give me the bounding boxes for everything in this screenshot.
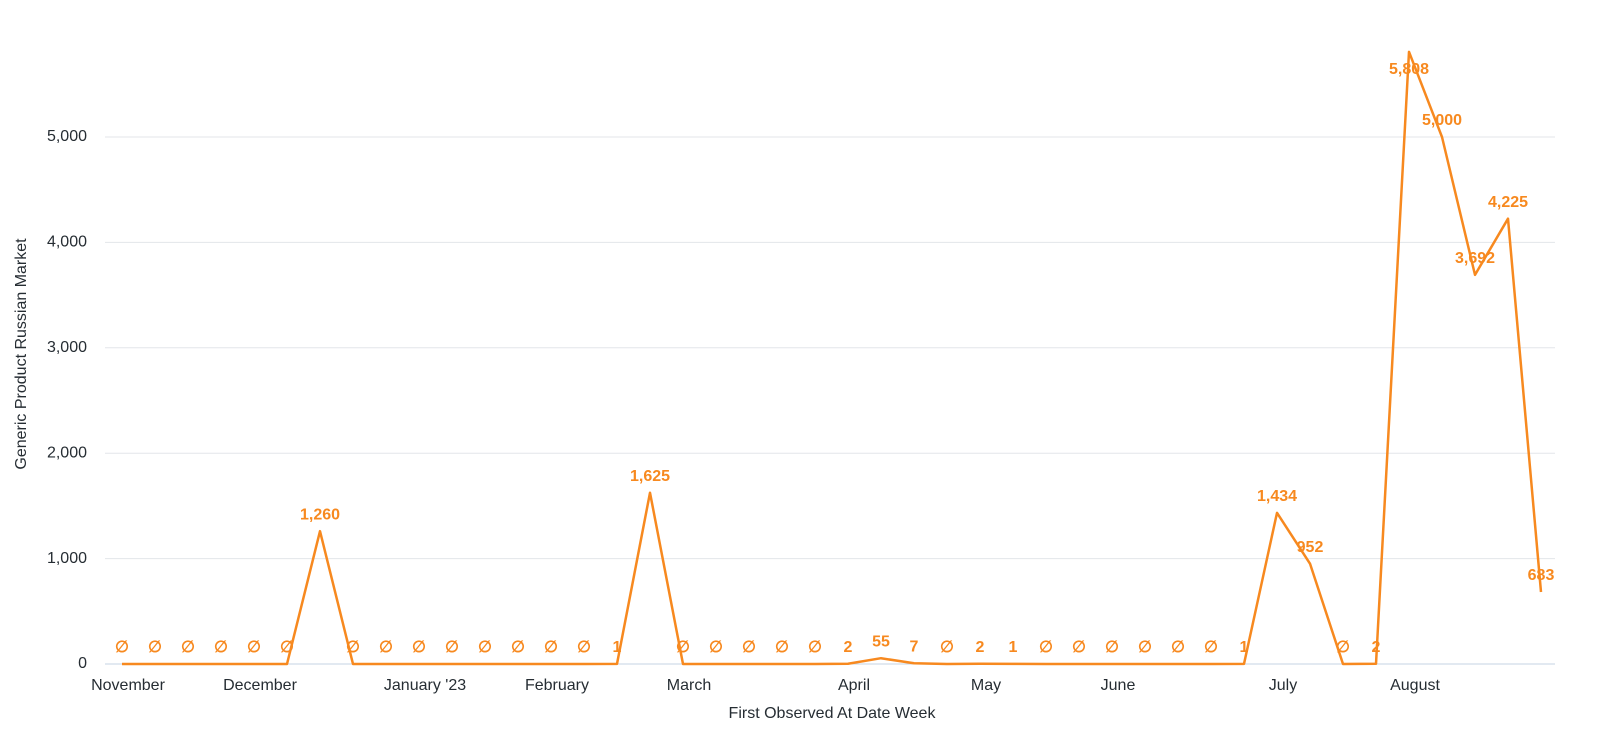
data-label: 1 bbox=[1009, 639, 1018, 656]
x-tick-label: April bbox=[838, 677, 870, 694]
data-label: ∅ bbox=[577, 639, 591, 656]
data-label: ∅ bbox=[1336, 639, 1350, 656]
data-label: ∅ bbox=[412, 639, 426, 656]
y-tick-label: 0 bbox=[78, 655, 87, 672]
data-label: ∅ bbox=[1204, 639, 1218, 656]
data-label: 4,225 bbox=[1488, 194, 1528, 211]
x-tick-label: November bbox=[91, 677, 165, 694]
data-label: 3,692 bbox=[1455, 250, 1495, 267]
data-label: ∅ bbox=[379, 639, 393, 656]
y-axis-title: Generic Product Russian Market bbox=[13, 238, 30, 470]
x-tick-label: December bbox=[223, 677, 297, 694]
data-label: 683 bbox=[1528, 567, 1555, 584]
data-label: ∅ bbox=[280, 639, 294, 656]
x-axis-title: First Observed At Date Week bbox=[729, 705, 937, 722]
data-label: ∅ bbox=[742, 639, 756, 656]
data-label: ∅ bbox=[1072, 639, 1086, 656]
data-label: 2 bbox=[976, 639, 985, 656]
y-tick-label: 2,000 bbox=[47, 444, 87, 461]
data-label: ∅ bbox=[808, 639, 822, 656]
x-tick-label: August bbox=[1390, 677, 1440, 694]
data-label: ∅ bbox=[709, 639, 723, 656]
data-label: ∅ bbox=[214, 639, 228, 656]
data-label: ∅ bbox=[115, 639, 129, 656]
y-tick-label: 1,000 bbox=[47, 550, 87, 567]
x-tick-label: February bbox=[525, 677, 589, 694]
data-label: 1,625 bbox=[630, 468, 670, 485]
data-label: ∅ bbox=[775, 639, 789, 656]
data-label: ∅ bbox=[1171, 639, 1185, 656]
data-label: ∅ bbox=[511, 639, 525, 656]
data-label: 2 bbox=[1372, 639, 1381, 656]
data-label: ∅ bbox=[1105, 639, 1119, 656]
data-label: ∅ bbox=[676, 639, 690, 656]
y-tick-label: 5,000 bbox=[47, 128, 87, 145]
data-label: 1 bbox=[1240, 639, 1249, 656]
data-label: 5,808 bbox=[1389, 61, 1429, 78]
data-label: ∅ bbox=[544, 639, 558, 656]
data-label: 7 bbox=[910, 638, 919, 655]
y-tick-label: 4,000 bbox=[47, 234, 87, 251]
x-tick-label: March bbox=[667, 677, 711, 694]
data-label: 1,434 bbox=[1257, 488, 1297, 505]
data-label: 952 bbox=[1297, 539, 1324, 556]
data-label: 2 bbox=[844, 639, 853, 656]
data-label: ∅ bbox=[445, 639, 459, 656]
data-label: ∅ bbox=[1138, 639, 1152, 656]
y-tick-label: 3,000 bbox=[47, 339, 87, 356]
data-label: ∅ bbox=[148, 639, 162, 656]
data-label: ∅ bbox=[478, 639, 492, 656]
data-label: ∅ bbox=[181, 639, 195, 656]
data-label: ∅ bbox=[940, 639, 954, 656]
data-label: 5,000 bbox=[1422, 112, 1462, 129]
data-line bbox=[122, 50, 1543, 666]
x-tick-label: June bbox=[1101, 677, 1136, 694]
data-label: ∅ bbox=[247, 639, 261, 656]
data-label: 1,260 bbox=[300, 506, 340, 523]
x-tick-label: July bbox=[1269, 677, 1297, 694]
x-tick-label: January '23 bbox=[384, 677, 466, 694]
data-label: 55 bbox=[872, 633, 890, 650]
data-label: ∅ bbox=[1039, 639, 1053, 656]
data-label: ∅ bbox=[346, 639, 360, 656]
x-tick-label: May bbox=[971, 677, 1001, 694]
data-label: 1 bbox=[613, 639, 622, 656]
